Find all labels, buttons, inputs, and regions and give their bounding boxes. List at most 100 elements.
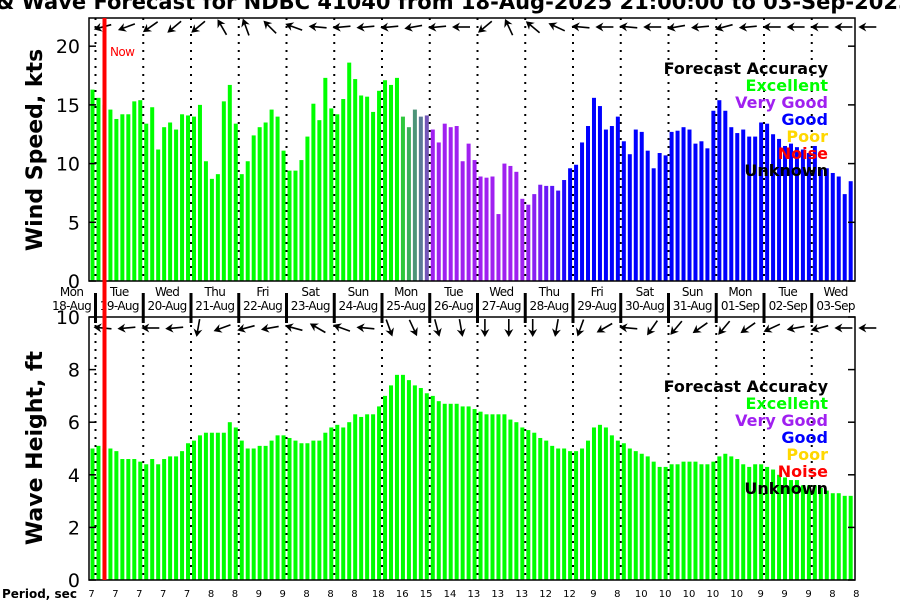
arrow-shaft [479, 20, 493, 32]
wind-bar [329, 108, 334, 281]
period-value: 8 [853, 589, 859, 600]
wave-bar [442, 403, 447, 580]
wave-bar [454, 403, 459, 580]
wave-bar [335, 424, 340, 580]
wind-bar [335, 114, 340, 281]
wind-bar [651, 168, 656, 281]
wave-bar [341, 427, 346, 580]
day-date: 29-Aug [577, 299, 616, 313]
period-value: 13 [515, 589, 528, 600]
period-value: 8 [351, 589, 357, 600]
wind-bar [383, 80, 388, 281]
wave-bar [418, 388, 423, 580]
wind-bar [591, 97, 596, 281]
y-tick-label: 5 [68, 212, 80, 234]
wave-plot-frame [88, 316, 856, 581]
period-value: 8 [614, 589, 620, 600]
day-separator [428, 293, 432, 323]
period-value: 9 [781, 589, 787, 600]
y-tick-label: 20 [56, 36, 80, 58]
period-value: 13 [468, 589, 481, 600]
wind-bar [824, 168, 829, 281]
legend-item-excellent: Excellent [746, 76, 829, 95]
wave-bar [830, 493, 835, 580]
wave-bar [699, 464, 704, 580]
arrow-head [356, 323, 365, 333]
arrow-head [596, 324, 606, 333]
arrow-head [738, 22, 748, 32]
wave-axis-label: Wave Height, ft [23, 350, 48, 545]
wind-bar [586, 126, 591, 282]
wind-bar [168, 122, 173, 281]
wind-bar [472, 160, 477, 281]
wave-direction-arrow-icon [333, 323, 351, 332]
arrow-head [142, 23, 153, 33]
period-value: 10 [707, 589, 720, 600]
wave-direction-arrow-icon [385, 319, 394, 337]
wave-bar [532, 432, 537, 580]
wind-bar [699, 141, 704, 281]
arrow-head [93, 323, 102, 333]
wind-bar [251, 135, 256, 281]
wave-bar [783, 477, 788, 580]
wave-bar [245, 448, 250, 580]
wind-bar [257, 127, 262, 282]
wave-bar [478, 411, 483, 580]
day-name: Wed [489, 285, 513, 299]
day-name: Sat [636, 285, 655, 299]
arrow-shaft [671, 320, 683, 334]
day-separator [189, 293, 193, 323]
arrow-head [285, 22, 295, 31]
period-value: 9 [805, 589, 811, 600]
wind-bar [568, 168, 573, 281]
wave-direction-arrow-icon [528, 319, 538, 337]
wave-bar [251, 448, 256, 580]
arrow-head [858, 323, 867, 333]
wind-bar [508, 165, 513, 281]
arrow-shaft [243, 21, 250, 36]
day-name: Tue [443, 285, 463, 299]
day-separator [619, 293, 623, 323]
legend-item-poor: Poor [786, 127, 828, 146]
arrow-head [478, 24, 488, 33]
arrow-head [217, 19, 226, 29]
wave-direction-arrow-icon [260, 323, 279, 333]
wind-bar [532, 194, 537, 281]
wave-bar [215, 432, 220, 580]
day-separator [762, 293, 766, 323]
wind-bar [191, 116, 196, 281]
wind-bar [520, 198, 525, 281]
period-value: 7 [88, 589, 94, 600]
wind-bar [687, 129, 692, 281]
wind-bar [96, 97, 101, 281]
day-separator [810, 293, 814, 323]
arrow-head [404, 22, 413, 32]
wind-bar [526, 204, 531, 281]
wave-bar [806, 485, 811, 580]
wind-bar [412, 109, 417, 282]
wind-direction-arrow-icon [452, 22, 470, 32]
wave-bar [120, 459, 125, 580]
wave-bar [108, 448, 113, 580]
wave-bar [305, 443, 310, 580]
wave-bar [496, 414, 501, 580]
arrow-shaft [765, 323, 781, 332]
chart-title: & Wave Forecast for NDBC 41040 from 18-A… [0, 0, 900, 14]
day-name: Mon [728, 285, 752, 299]
wind-direction-arrow-icon [834, 22, 853, 32]
legend-item-noise: Noise [778, 144, 828, 163]
arrow-shaft [169, 20, 182, 32]
wind-bar [681, 127, 686, 282]
day-name: Sun [682, 285, 703, 299]
wind-bar [663, 155, 668, 281]
wave-bar [627, 448, 632, 580]
wave-bar [508, 419, 513, 580]
wave-bar [311, 440, 316, 580]
wind-bar [777, 138, 782, 281]
wind-bar [389, 84, 393, 282]
arrow-head [165, 323, 174, 333]
wave-bar [323, 432, 328, 580]
wave-bar [848, 495, 853, 580]
arrow-head [117, 23, 127, 32]
wind-bar [436, 142, 441, 281]
